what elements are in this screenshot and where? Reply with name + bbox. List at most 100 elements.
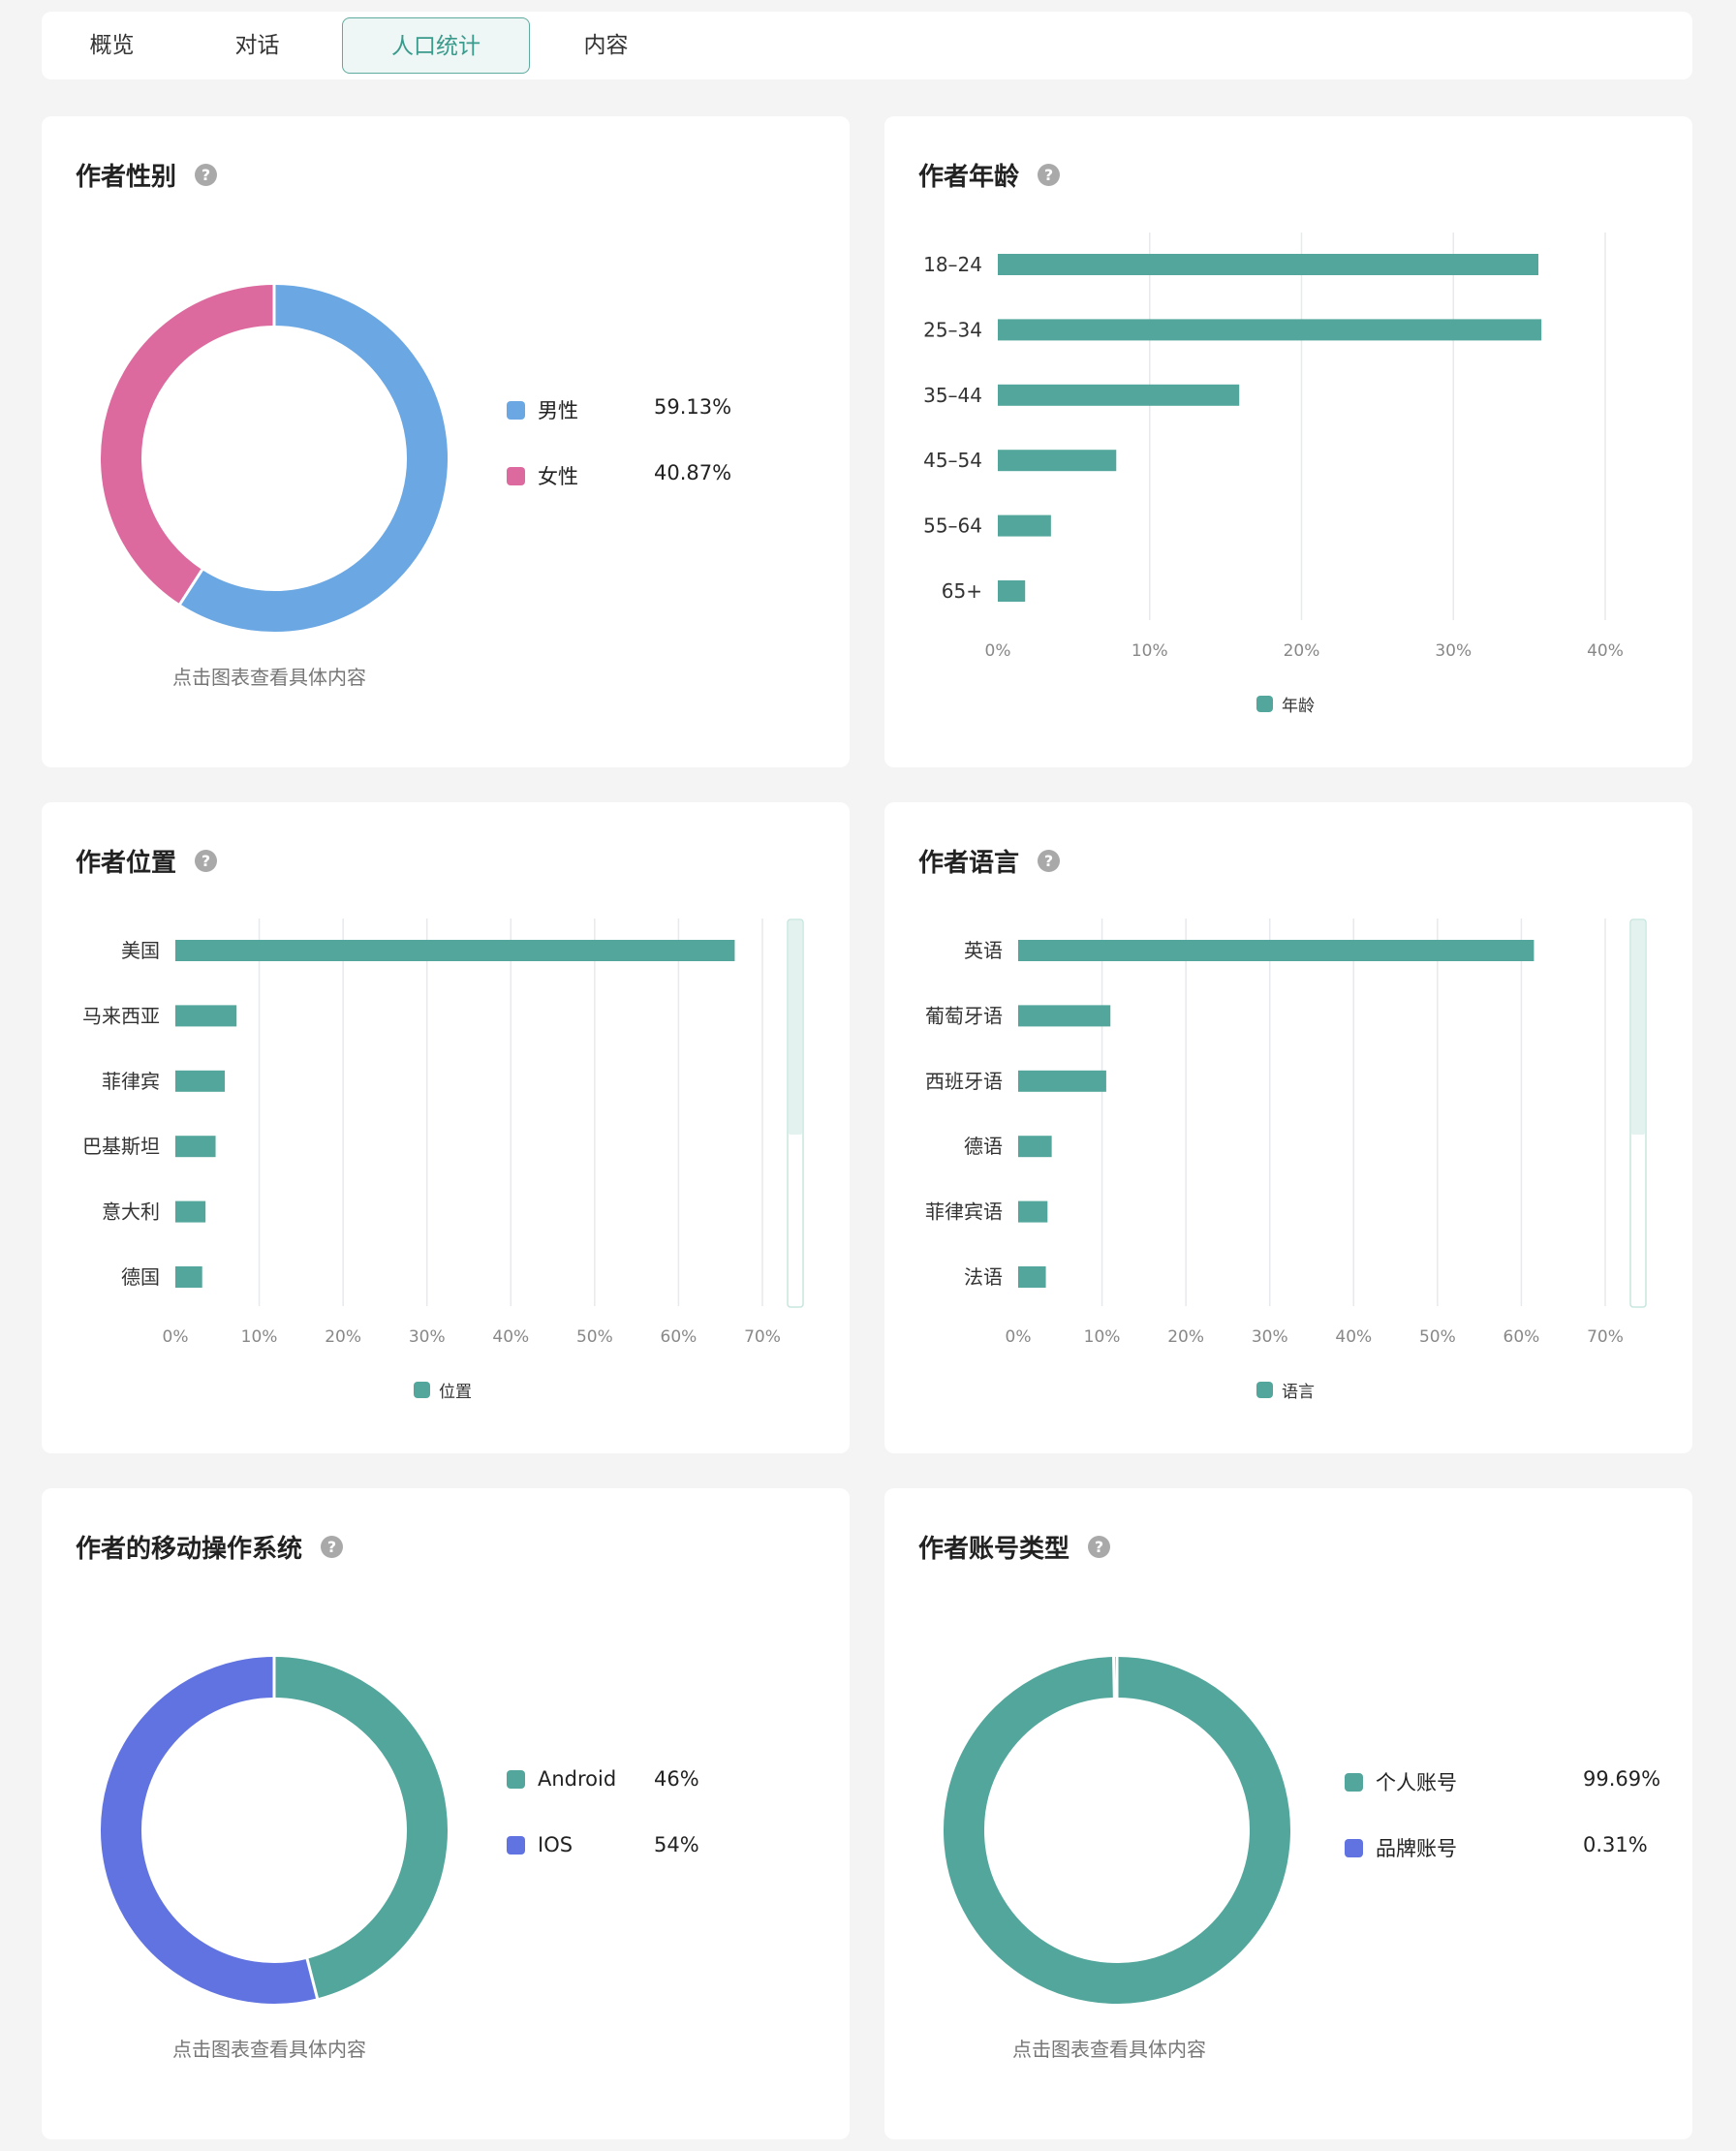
legend-swatch bbox=[414, 1382, 430, 1398]
bar[interactable] bbox=[998, 514, 1051, 537]
chart-legend-language[interactable]: 语言 bbox=[1256, 1378, 1315, 1402]
scrollbar-thumb[interactable] bbox=[1631, 920, 1645, 1135]
location-bar-chart[interactable]: 0% 10% 20% 30% 40% 50% 60% 70% 美国马来西亚菲律宾巴基斯坦意大利德… bbox=[42, 802, 850, 1364]
y-category-label: 西班牙语 bbox=[925, 1070, 1003, 1093]
bar[interactable] bbox=[998, 254, 1539, 275]
chart-hint: 点击图表查看具体内容 bbox=[172, 2038, 366, 2061]
chart-hint: 点击图表查看具体内容 bbox=[172, 666, 366, 689]
account-card: 作者账号类型? 个人账号 99.69% 品牌账号 0.31% 点击图表查看具体内… bbox=[884, 1488, 1692, 2139]
y-category-label: 英语 bbox=[964, 939, 1003, 962]
legend-value: 46% bbox=[654, 1767, 699, 1791]
x-tick-label: 70% bbox=[1587, 1327, 1624, 1347]
x-tick-label: 0% bbox=[1006, 1327, 1032, 1347]
age-bar-chart[interactable]: 0% 10% 20% 30% 40% 18–24 25–34 35–44 45–54 55–64 6… bbox=[884, 116, 1692, 678]
tab-overview[interactable]: 概览 bbox=[89, 33, 135, 58]
bar[interactable] bbox=[1018, 940, 1534, 961]
y-category-label: 35–44 bbox=[923, 384, 982, 407]
donut-slice[interactable] bbox=[101, 1657, 318, 2004]
y-category-label: 意大利 bbox=[102, 1200, 160, 1224]
bar[interactable] bbox=[175, 940, 735, 961]
bar[interactable] bbox=[1018, 1200, 1048, 1223]
legend-item-android[interactable]: Android bbox=[507, 1767, 616, 1791]
card-title: 作者年龄? bbox=[918, 157, 1061, 193]
location-card: 作者位置? 0% 10% 20% 30% 40% 50% 60% 70% 美国 马来西亚 菲律宾 巴基… bbox=[42, 802, 850, 1453]
bar[interactable] bbox=[998, 384, 1240, 406]
x-tick-label: 40% bbox=[492, 1327, 529, 1347]
x-tick-label: 30% bbox=[1252, 1327, 1288, 1347]
bar[interactable] bbox=[998, 450, 1117, 472]
card-title: 作者的移动操作系统? bbox=[76, 1529, 344, 1565]
y-category-label: 55–64 bbox=[923, 514, 982, 538]
y-category-label: 马来西亚 bbox=[82, 1004, 160, 1027]
legend-swatch bbox=[507, 1835, 525, 1855]
donut-slice[interactable] bbox=[179, 285, 448, 632]
x-tick-label: 60% bbox=[1504, 1327, 1540, 1347]
bar[interactable] bbox=[175, 1005, 237, 1027]
gender-card: 作者性别? 男性 59.13% 女性 40.87% 点击图表查看具体内容 bbox=[42, 116, 850, 767]
card-title: 作者性别? bbox=[76, 157, 218, 193]
bar[interactable] bbox=[1018, 1005, 1111, 1027]
bar[interactable] bbox=[998, 319, 1542, 341]
legend-item-personal[interactable]: 个人账号 bbox=[1345, 1767, 1457, 1796]
x-tick-label: 70% bbox=[744, 1327, 781, 1347]
chart-legend-age[interactable]: 年龄 bbox=[1256, 692, 1315, 716]
tab-content[interactable]: 内容 bbox=[583, 33, 629, 58]
card-title: 作者账号类型? bbox=[918, 1529, 1111, 1565]
legend-value: 40.87% bbox=[654, 461, 732, 484]
y-category-label: 18–24 bbox=[923, 253, 982, 276]
legend-swatch bbox=[507, 1769, 525, 1789]
x-tick-label: 20% bbox=[325, 1327, 361, 1347]
question-circle-icon[interactable]: ? bbox=[321, 1536, 344, 1558]
bar[interactable] bbox=[175, 1200, 206, 1223]
legend-item-female[interactable]: 女性 bbox=[507, 461, 578, 490]
legend-label: 男性 bbox=[538, 399, 578, 422]
bar[interactable] bbox=[1018, 1070, 1106, 1092]
tab-demographics[interactable]: 人口统计 bbox=[342, 17, 530, 74]
bar[interactable] bbox=[175, 1136, 216, 1158]
donut-slice[interactable] bbox=[101, 285, 275, 605]
language-bar-chart[interactable]: 0% 10% 20% 30% 40% 50% 60% 70% 英语葡萄牙语西班牙语德语菲律宾语法… bbox=[884, 802, 1692, 1364]
chart-legend-location[interactable]: 位置 bbox=[414, 1378, 472, 1402]
bar[interactable] bbox=[998, 580, 1026, 602]
donut-slice[interactable] bbox=[273, 1657, 448, 1999]
gender-donut[interactable] bbox=[95, 279, 453, 638]
y-category-label: 德国 bbox=[121, 1265, 160, 1289]
x-tick-label: 0% bbox=[163, 1327, 189, 1347]
question-circle-icon[interactable]: ? bbox=[1088, 1536, 1111, 1558]
donut-slice[interactable] bbox=[944, 1657, 1290, 2004]
legend-value: 59.13% bbox=[654, 395, 732, 419]
scrollbar-thumb[interactable] bbox=[789, 920, 802, 1135]
legend-label: 年龄 bbox=[1282, 697, 1315, 716]
bar[interactable] bbox=[175, 1266, 202, 1288]
account-donut[interactable] bbox=[938, 1651, 1296, 2010]
legend-item-ios[interactable]: IOS bbox=[507, 1833, 573, 1856]
bar[interactable] bbox=[1018, 1136, 1052, 1158]
bar[interactable] bbox=[1018, 1266, 1046, 1288]
legend-label: 语言 bbox=[1282, 1383, 1315, 1402]
chart-hint: 点击图表查看具体内容 bbox=[1012, 2038, 1206, 2061]
tab-conversation[interactable]: 对话 bbox=[234, 33, 280, 58]
legend-swatch bbox=[1345, 1838, 1363, 1857]
x-tick-label: 30% bbox=[409, 1327, 446, 1347]
x-tick-label: 50% bbox=[576, 1327, 613, 1347]
legend-item-male[interactable]: 男性 bbox=[507, 395, 578, 424]
y-category-label: 菲律宾 bbox=[102, 1070, 160, 1093]
legend-label: Android bbox=[538, 1767, 617, 1791]
legend-swatch bbox=[1256, 1382, 1273, 1398]
question-circle-icon[interactable]: ? bbox=[195, 164, 218, 186]
legend-item-brand[interactable]: 品牌账号 bbox=[1345, 1833, 1457, 1862]
card-title: 作者语言? bbox=[918, 843, 1061, 879]
os-donut[interactable] bbox=[95, 1651, 453, 2010]
title-text: 作者性别 bbox=[76, 163, 177, 192]
question-circle-icon[interactable]: ? bbox=[1038, 164, 1061, 186]
question-circle-icon[interactable]: ? bbox=[1038, 850, 1061, 872]
bar[interactable] bbox=[175, 1070, 226, 1092]
x-tick-label: 30% bbox=[1435, 641, 1472, 661]
legend-swatch bbox=[507, 466, 525, 485]
x-tick-label: 20% bbox=[1167, 1327, 1204, 1347]
y-category-label: 菲律宾语 bbox=[925, 1200, 1003, 1224]
language-card: 作者语言? 0% 10% 20% 30% 40% 50% 60% 70% 英语 葡萄牙语 西班牙语德… bbox=[884, 802, 1692, 1453]
x-tick-label: 10% bbox=[241, 1327, 278, 1347]
question-circle-icon[interactable]: ? bbox=[195, 850, 218, 872]
x-tick-label: 40% bbox=[1587, 641, 1624, 661]
